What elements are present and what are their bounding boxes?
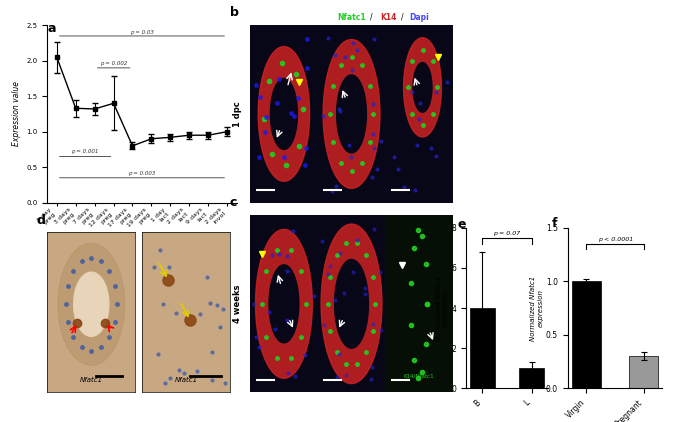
Polygon shape [321,224,382,384]
Text: d: d [37,214,46,227]
Polygon shape [413,62,432,112]
Polygon shape [256,230,312,378]
Text: p = 0.001: p = 0.001 [72,149,99,154]
Text: /: / [401,13,404,22]
Y-axis label: Expression value: Expression value [11,81,21,146]
Text: p = 0.003: p = 0.003 [128,170,155,176]
Polygon shape [335,260,368,348]
Text: Dapi: Dapi [409,13,429,22]
Text: a: a [47,22,56,35]
Text: p = 0.002: p = 0.002 [100,61,127,66]
Y-axis label: Normalized Nfatc1
expression: Normalized Nfatc1 expression [530,276,544,341]
Text: e: e [458,218,466,231]
Bar [572,281,601,388]
Bar [629,356,658,388]
Text: b: b [230,6,239,19]
Text: p = 0.03: p = 0.03 [130,30,154,35]
Text: 4 weeks: 4 weeks [233,284,242,323]
Text: f: f [552,217,558,230]
Text: K14/Nfatc1: K14/Nfatc1 [404,373,435,378]
Text: c: c [230,196,237,209]
Polygon shape [74,272,109,336]
Polygon shape [323,40,380,188]
Polygon shape [337,75,366,153]
Polygon shape [269,265,299,343]
Text: Nfatc1: Nfatc1 [337,13,366,22]
Text: p = 0.07: p = 0.07 [493,231,521,236]
Polygon shape [270,78,297,149]
Bar [470,308,495,388]
Text: K14: K14 [381,13,397,22]
Polygon shape [258,46,310,181]
Text: p < 0.0001: p < 0.0001 [598,237,633,242]
Text: Nfatc1: Nfatc1 [174,377,197,383]
Polygon shape [404,38,441,137]
Y-axis label: Normalized Nfatc1
expression: Normalized Nfatc1 expression [436,276,449,341]
Text: 1 dpc: 1 dpc [233,101,242,127]
Text: Nfatc1: Nfatc1 [80,377,103,383]
Bar [519,368,544,388]
Text: /: / [370,13,373,22]
Polygon shape [58,243,124,365]
